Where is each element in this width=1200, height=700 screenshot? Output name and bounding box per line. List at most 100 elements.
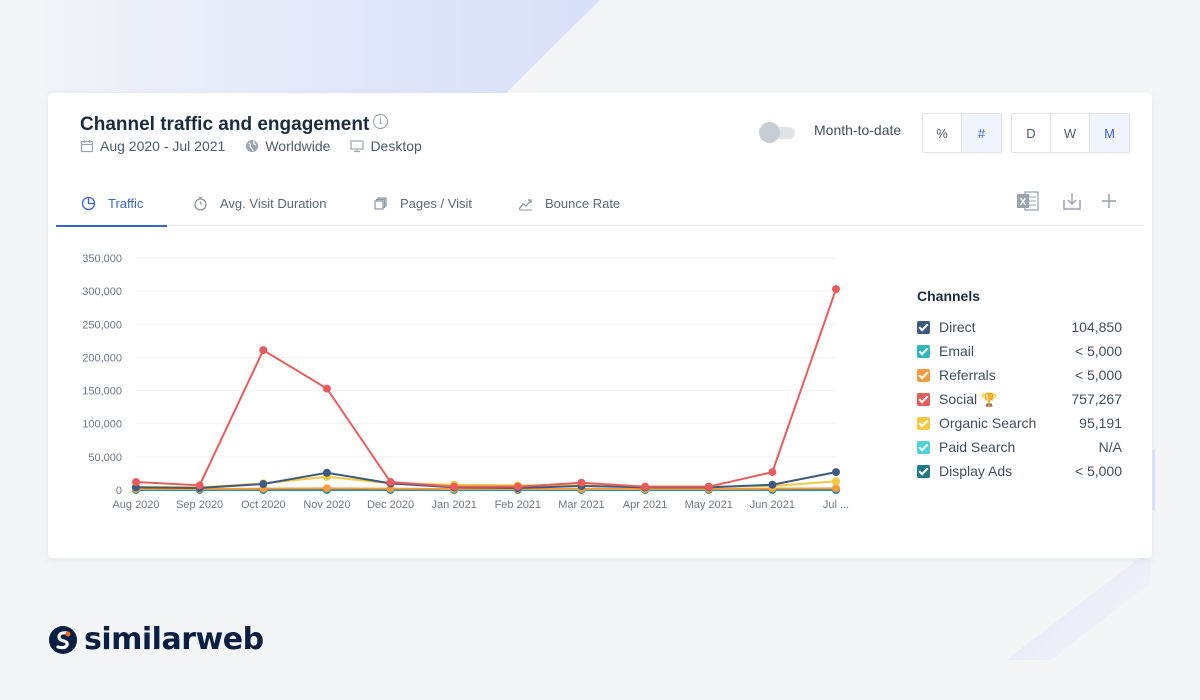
legend-item-value: 757,267: [1071, 391, 1122, 407]
similarweb-logo-icon: [49, 625, 77, 654]
data-point-referrals: [832, 484, 840, 493]
x-tick-label: Aug 2020: [112, 499, 159, 511]
checkbox-icon[interactable]: [917, 320, 930, 334]
desktop-icon: [350, 140, 365, 153]
info-icon[interactable]: i: [373, 114, 388, 129]
legend-item-label: Paid Search: [939, 439, 1016, 455]
trophy-icon: 🏆: [981, 391, 998, 407]
tab-traffic[interactable]: Traffic: [56, 181, 168, 227]
logo-text: similarweb: [84, 622, 264, 657]
card-title: Channel traffic and engagement: [80, 114, 370, 135]
export-excel-button[interactable]: X: [1015, 188, 1041, 214]
data-point-referrals: [322, 484, 331, 493]
number-button[interactable]: #: [962, 114, 1001, 152]
y-tick-label: 300,000: [82, 286, 122, 298]
pie-chart-icon: [81, 196, 96, 211]
data-point-social: [322, 384, 331, 393]
add-button[interactable]: [1096, 188, 1122, 214]
series-line-social: [135, 288, 837, 488]
legend-item-value: < 5,000: [1074, 367, 1122, 383]
data-point-social: [195, 481, 204, 490]
tab-label: Traffic: [108, 196, 144, 211]
x-tick-label: Feb 2021: [495, 499, 541, 511]
y-tick-label: 0: [116, 485, 122, 497]
channel-traffic-card: Channel traffic and engagement i Aug 202…: [48, 93, 1152, 558]
x-tick-label: Jan 2021: [432, 499, 477, 511]
globe-icon: [246, 140, 259, 152]
data-point-social: [386, 478, 395, 487]
tab-label: Bounce Rate: [545, 196, 621, 211]
legend-item-referrals[interactable]: Referrals < 5,000: [917, 363, 1122, 387]
tab-label: Pages / Visit: [400, 196, 473, 211]
x-tick-label: Sep 2020: [176, 499, 223, 511]
monthly-button[interactable]: M: [1090, 114, 1129, 152]
percent-button[interactable]: %: [923, 114, 962, 152]
y-tick-label: 200,000: [82, 352, 122, 364]
channels-legend: Channels Direct 104,850 Email < 5,000 Referr…: [917, 288, 1122, 483]
legend-item-paid-search[interactable]: Paid Search N/A: [917, 435, 1122, 459]
checkbox-icon[interactable]: [917, 440, 930, 454]
data-point-social: [768, 468, 777, 477]
date-range[interactable]: Aug 2020 - Jul 2021: [100, 138, 226, 154]
month-to-date-toggle[interactable]: [759, 122, 797, 143]
stopwatch-icon: [194, 196, 207, 211]
download-button[interactable]: [1059, 188, 1085, 214]
svg-text:X: X: [1020, 197, 1027, 208]
legend-item-email[interactable]: Email < 5,000: [917, 339, 1122, 363]
data-point-organic-search: [832, 477, 840, 486]
excel-icon: X: [1017, 191, 1039, 211]
legend-title: Channels: [917, 288, 981, 304]
data-point-social: [577, 478, 586, 487]
x-tick-label: Apr 2021: [623, 499, 668, 511]
tab-avg-visit-duration[interactable]: Avg. Visit Duration: [193, 181, 326, 226]
legend-item-social[interactable]: Social 🏆 757,267: [917, 387, 1122, 411]
region[interactable]: Worldwide: [265, 138, 331, 154]
checkbox-icon[interactable]: [917, 392, 930, 406]
legend-item-label: Referrals: [939, 367, 996, 383]
daily-button[interactable]: D: [1012, 114, 1051, 152]
x-tick-label: May 2021: [685, 499, 733, 511]
card-meta: Aug 2020 - Jul 2021 Worldwide Desktop: [80, 138, 422, 154]
y-tick-label: 350,000: [82, 253, 122, 265]
x-tick-label: Jun 2021: [750, 499, 795, 511]
checkbox-icon[interactable]: [917, 344, 930, 358]
checkbox-icon[interactable]: [917, 368, 930, 382]
legend-item-value: 95,191: [1079, 415, 1122, 431]
legend-item-direct[interactable]: Direct 104,850: [917, 315, 1122, 339]
data-point-social: [641, 482, 650, 491]
tab-label: Avg. Visit Duration: [220, 196, 327, 211]
legend-item-value: N/A: [1098, 439, 1122, 455]
tab-pages-visit[interactable]: Pages / Visit: [373, 181, 472, 226]
legend-item-label: Organic Search: [939, 415, 1037, 431]
data-point-direct: [259, 480, 268, 489]
data-point-direct: [832, 468, 840, 477]
data-point-social: [259, 346, 268, 355]
x-tick-label: Nov 2020: [303, 499, 350, 511]
month-to-date-label: Month-to-date: [814, 122, 902, 138]
metric-toggle-group: % #: [922, 113, 1002, 153]
granularity-toggle-group: D W M: [1011, 113, 1130, 153]
x-tick-label: Mar 2021: [558, 499, 604, 511]
data-point-social: [513, 482, 522, 491]
tab-bounce-rate[interactable]: Bounce Rate: [518, 181, 620, 226]
x-tick-label: Jul ...: [823, 499, 849, 511]
y-tick-label: 150,000: [82, 386, 122, 398]
calendar-icon: [80, 140, 94, 153]
download-icon: [1063, 193, 1081, 210]
checkbox-icon[interactable]: [917, 416, 930, 430]
y-tick-label: 250,000: [82, 319, 122, 331]
x-tick-label: Oct 2020: [241, 499, 286, 511]
legend-item-organic-search[interactable]: Organic Search 95,191: [917, 411, 1122, 435]
legend-item-display-ads[interactable]: Display Ads < 5,000: [917, 459, 1122, 483]
legend-item-label: Social: [939, 390, 978, 407]
legend-item-label: Display Ads: [939, 463, 1013, 479]
device[interactable]: Desktop: [370, 138, 422, 154]
data-point-direct: [768, 480, 777, 489]
data-point-social: [832, 285, 840, 294]
legend-item-label: Email: [939, 343, 975, 359]
checkbox-icon[interactable]: [917, 464, 930, 478]
weekly-button[interactable]: W: [1051, 114, 1090, 152]
legend-item-label: Direct: [939, 319, 976, 335]
traffic-line-chart: 0 50,000 100,000 150,000 200,000 250,000 300,0…: [82, 253, 849, 511]
pages-icon: [374, 197, 387, 210]
